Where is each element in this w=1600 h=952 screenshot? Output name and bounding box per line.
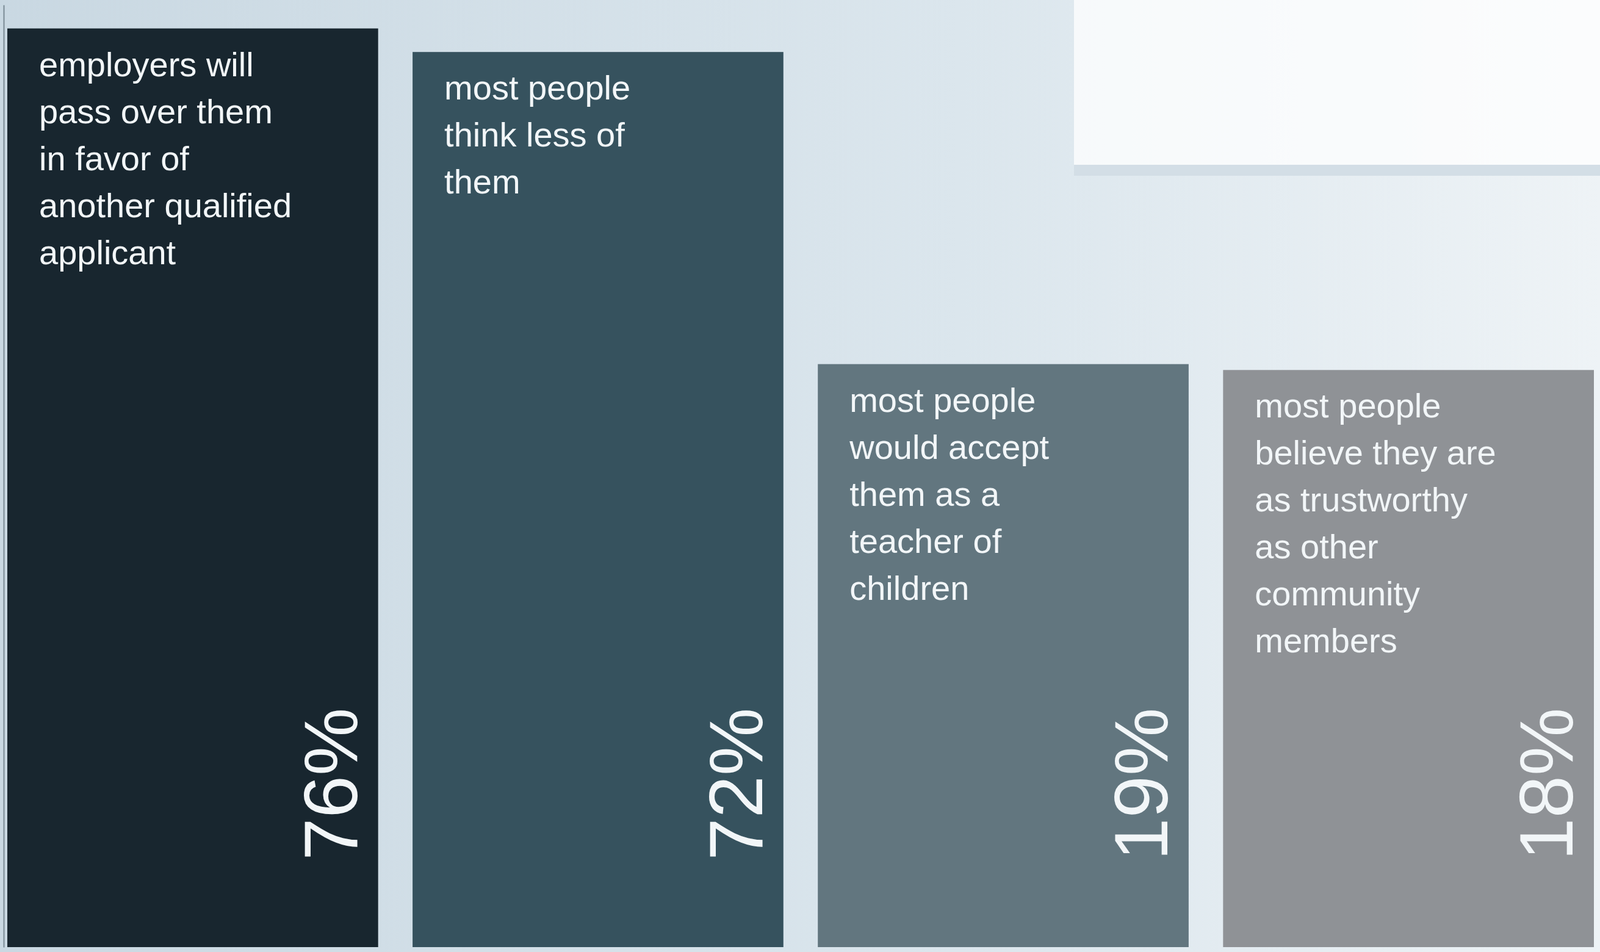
data-label: 18% — [1503, 707, 1589, 861]
bars — [7, 28, 1594, 948]
data-label: 72% — [693, 707, 779, 861]
y-axis — [3, 5, 5, 948]
category-label: most peoplebelieve they areas trustworth… — [1254, 386, 1496, 660]
bar — [817, 364, 1189, 948]
window-frame — [1073, 164, 1600, 176]
bar — [412, 51, 784, 948]
category-label: most peoplethink less ofthem — [444, 68, 631, 201]
axis-line — [3, 5, 5, 948]
data-label: 76% — [288, 707, 373, 861]
bar — [1222, 369, 1594, 948]
bar — [7, 28, 379, 948]
labels: employers willpass over themin favor ofa… — [39, 45, 1589, 861]
window-light — [1073, 0, 1600, 165]
chart: employers willpass over themin favor ofa… — [0, 0, 1600, 952]
category-label: employers willpass over themin favor ofa… — [39, 45, 292, 272]
data-label: 19% — [1098, 707, 1184, 861]
category-label: most peoplewould acceptthem as ateacher … — [848, 380, 1049, 608]
background — [0, 0, 1600, 952]
